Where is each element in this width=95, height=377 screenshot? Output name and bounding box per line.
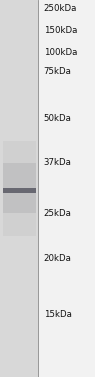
Bar (0, 0, 38, 377)
Text: 250kDa: 250kDa (44, 4, 77, 13)
Bar (3, 141, 36, 236)
Text: 100kDa: 100kDa (44, 48, 77, 57)
Text: 20kDa: 20kDa (44, 254, 72, 263)
Text: 25kDa: 25kDa (44, 208, 72, 218)
Bar (38, 0, 95, 377)
Text: 15kDa: 15kDa (44, 310, 72, 319)
Text: 37kDa: 37kDa (44, 158, 72, 167)
Text: 150kDa: 150kDa (44, 26, 77, 35)
Bar (3, 188, 36, 193)
Text: 75kDa: 75kDa (44, 67, 72, 76)
Text: 50kDa: 50kDa (44, 114, 72, 123)
Bar (3, 163, 36, 213)
